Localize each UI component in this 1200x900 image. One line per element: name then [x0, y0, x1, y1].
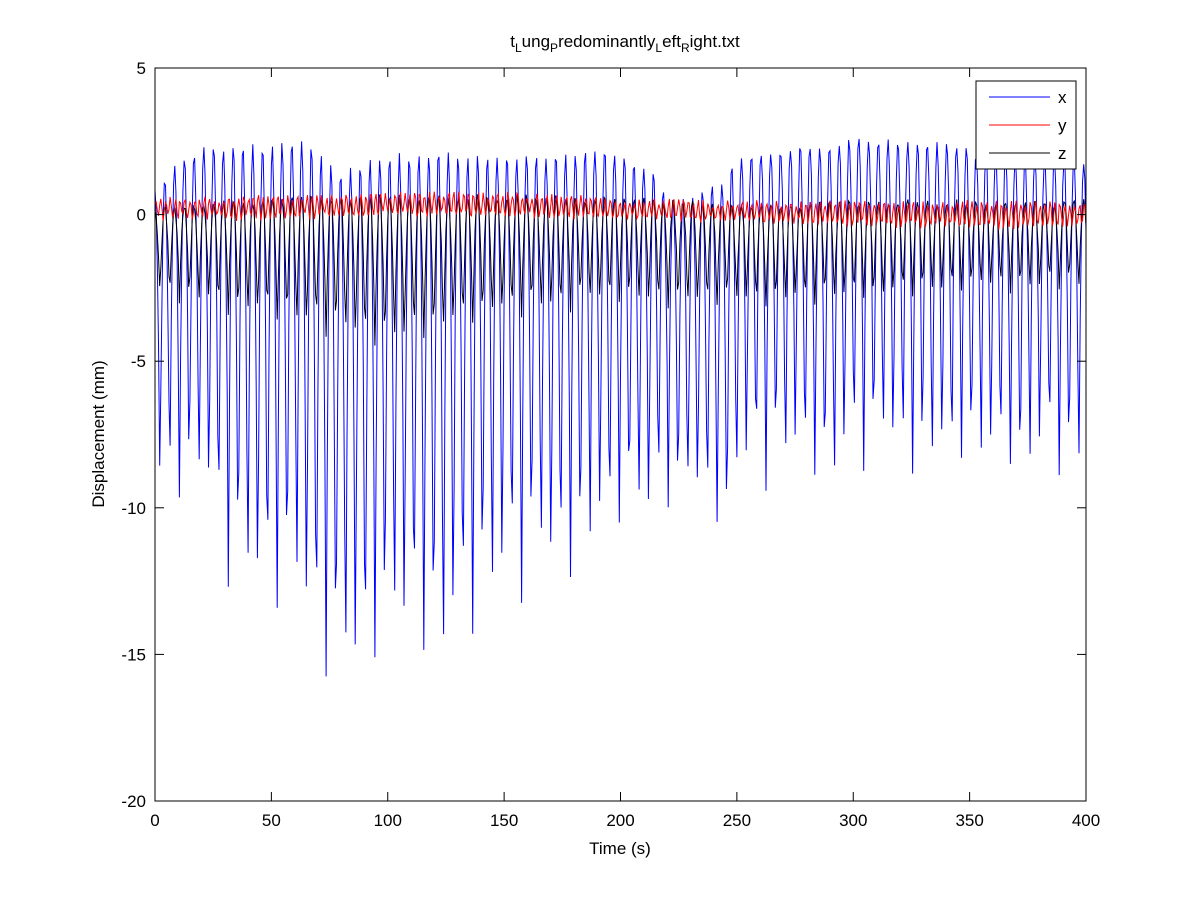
x-tick-label: 50: [262, 811, 281, 830]
y-tick-label: -20: [121, 792, 146, 811]
x-tick-label: 0: [150, 811, 159, 830]
series-layer: [155, 138, 1086, 677]
x-tick-label: 300: [839, 811, 867, 830]
legend-label-y: y: [1058, 116, 1067, 135]
title-part: L: [655, 41, 662, 55]
x-tick-label: 150: [490, 811, 518, 830]
x-tick-label: 200: [606, 811, 634, 830]
y-tick-label: -5: [131, 352, 146, 371]
y-axis-label: Displacement (mm): [89, 360, 108, 507]
x-tick-label: 250: [723, 811, 751, 830]
x-axis-label: Time (s): [589, 839, 651, 858]
title-part: ung: [522, 32, 550, 51]
x-tick-label: 400: [1072, 811, 1100, 830]
title-part: eft: [662, 32, 681, 51]
y-tick-label: 5: [137, 59, 146, 78]
legend[interactable]: xyz: [975, 80, 1077, 170]
series-line-y: [155, 191, 1086, 230]
axes-box: [154, 67, 1087, 802]
title-part: ight.txt: [690, 32, 740, 51]
x-tick-label: 100: [374, 811, 402, 830]
legend-label-z: z: [1058, 144, 1067, 163]
title-part: t: [510, 32, 515, 51]
y-tick-label: -15: [121, 645, 146, 664]
x-tick-label: 350: [955, 811, 983, 830]
legend-label-x: x: [1058, 88, 1067, 107]
series-line-x: [155, 138, 1086, 677]
y-tick-label: 0: [137, 206, 146, 225]
title-part: redominantly: [558, 32, 656, 51]
chart-title: tLungPredominantlyLeftRight.txt: [510, 32, 740, 55]
title-part: P: [550, 41, 558, 55]
title-part: L: [515, 41, 522, 55]
y-tick-label: -10: [121, 499, 146, 518]
title-part: R: [681, 41, 690, 55]
